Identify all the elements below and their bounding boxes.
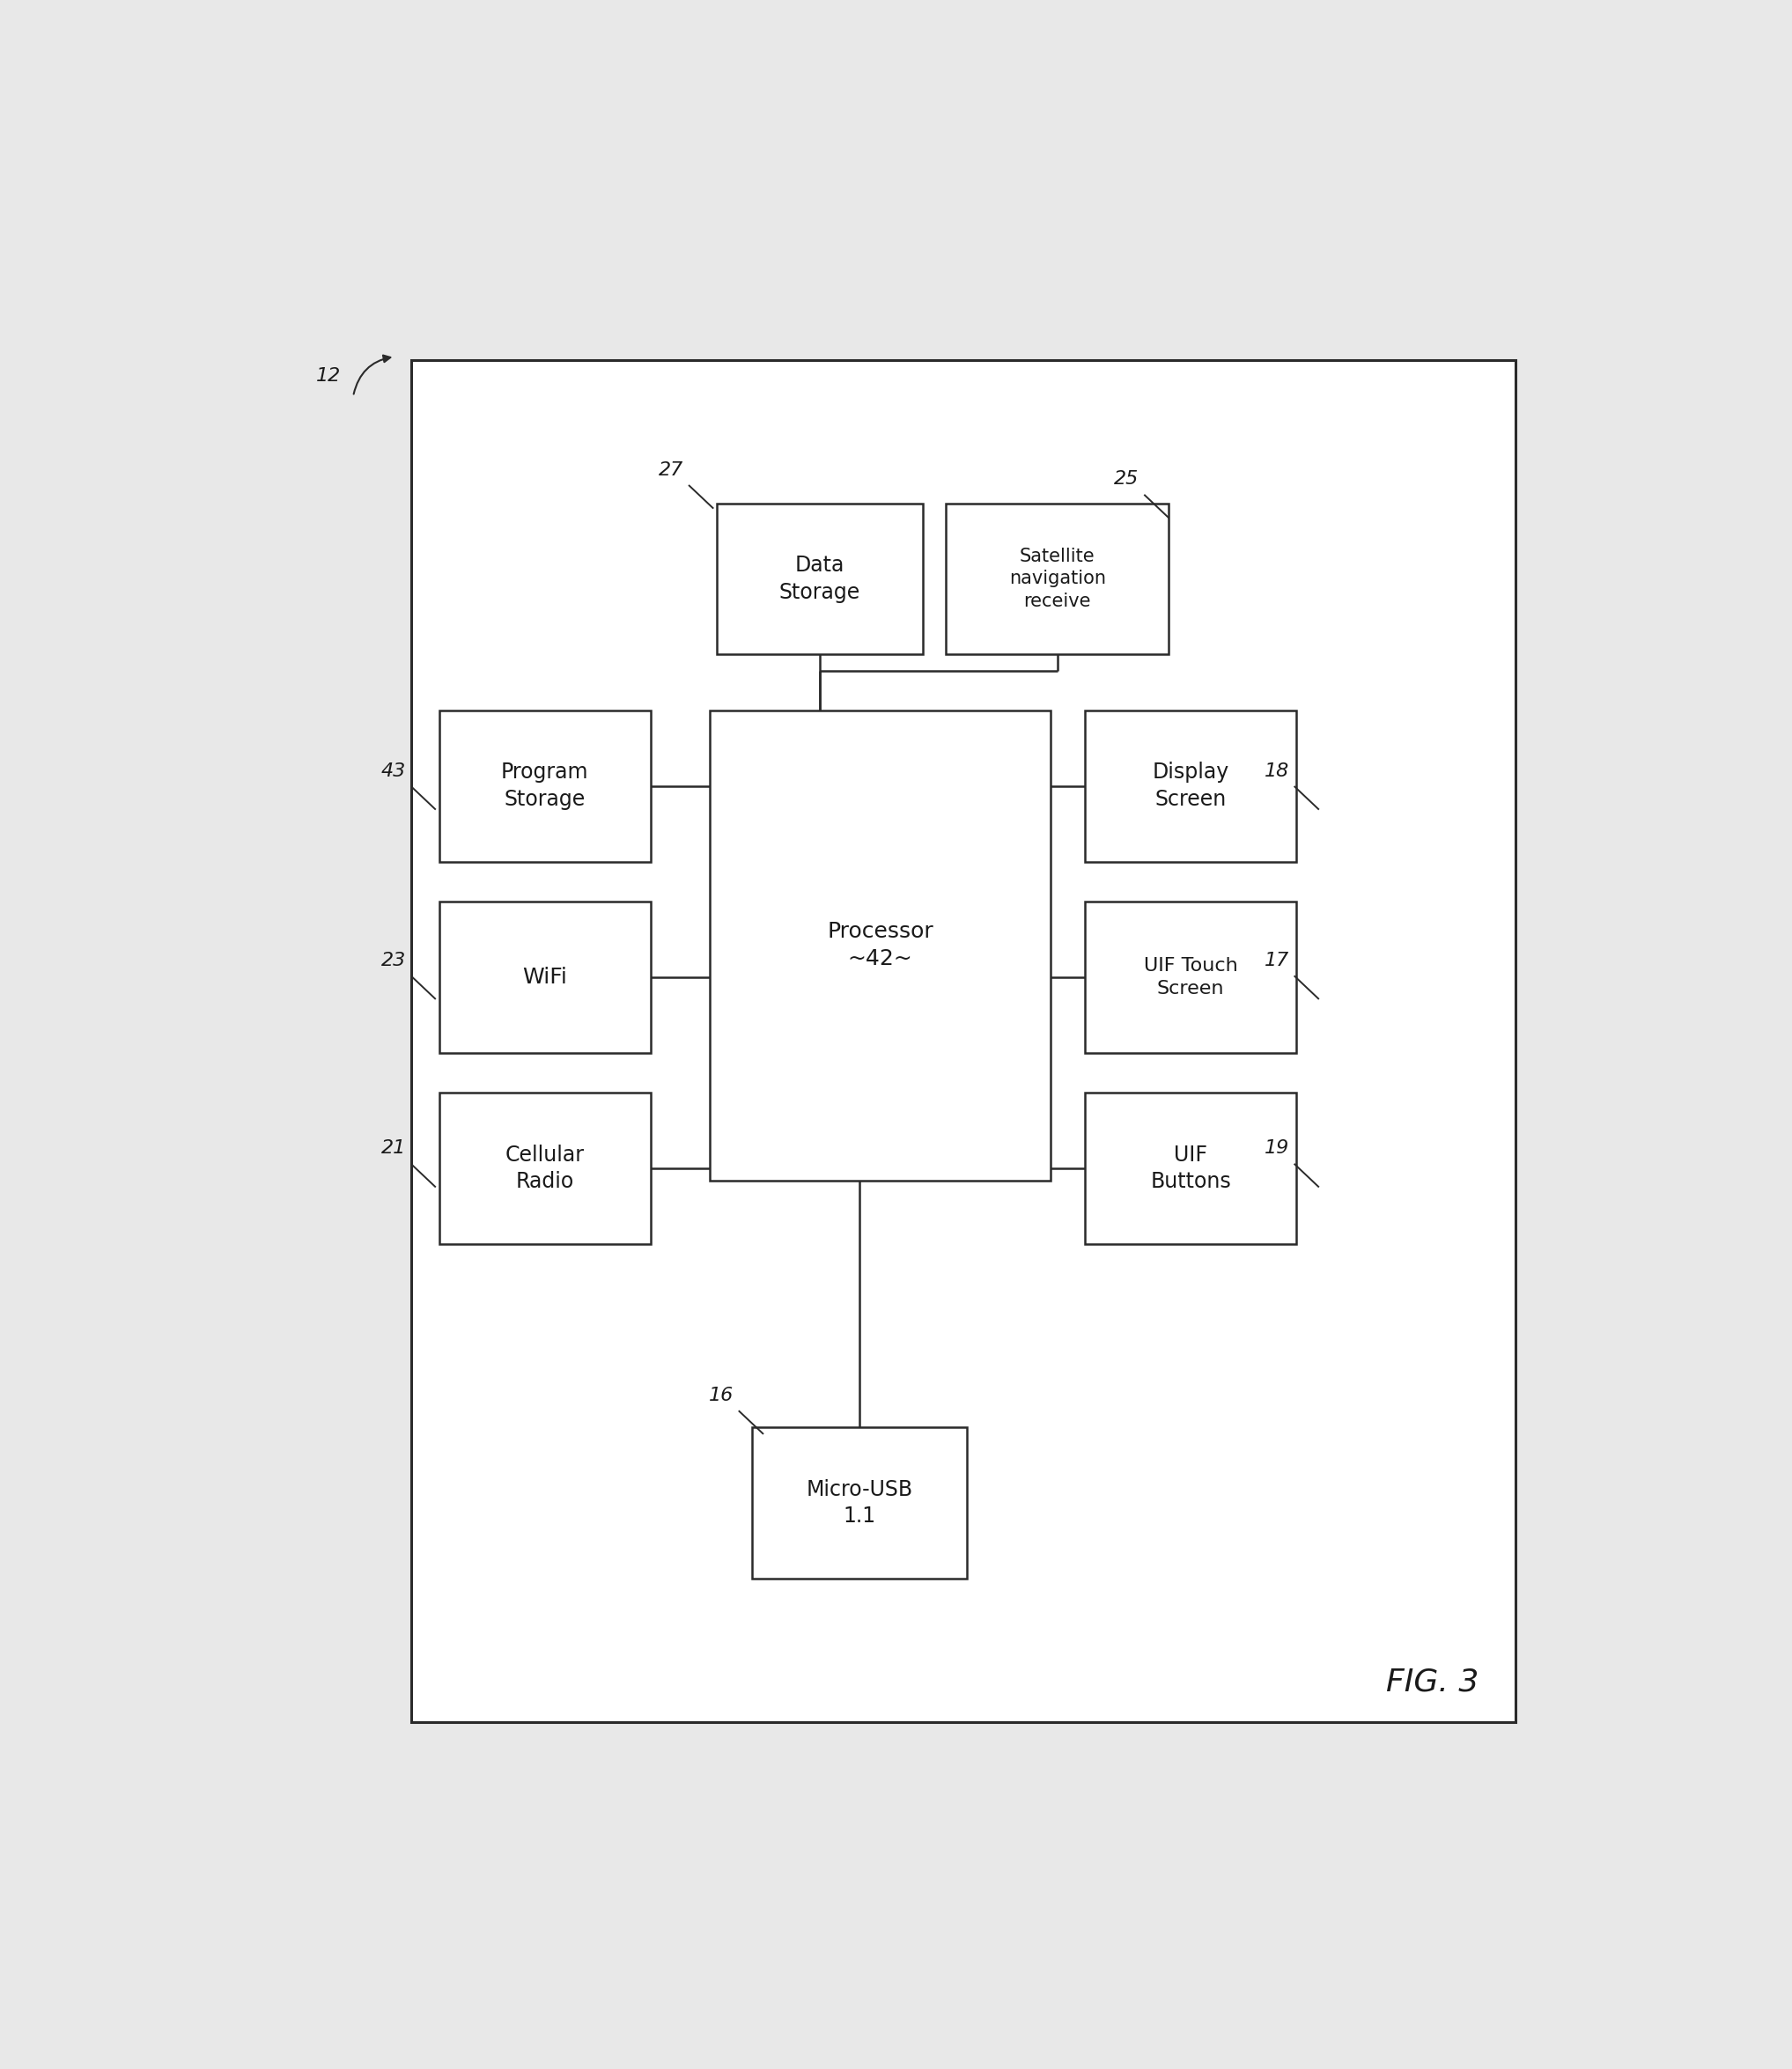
Bar: [946, 503, 1168, 654]
Text: 16: 16: [710, 1386, 733, 1405]
FancyArrowPatch shape: [353, 356, 391, 393]
Bar: [1086, 902, 1296, 1053]
Text: Cellular
Radio: Cellular Radio: [505, 1144, 584, 1192]
Text: 18: 18: [1265, 761, 1288, 780]
Text: UIF Touch
Screen: UIF Touch Screen: [1143, 958, 1238, 997]
Bar: [412, 360, 1516, 1721]
Text: Display
Screen: Display Screen: [1152, 761, 1229, 811]
Bar: [1086, 710, 1296, 861]
Bar: [1086, 1092, 1296, 1243]
Text: FIG. 3: FIG. 3: [1385, 1668, 1478, 1697]
Bar: [717, 503, 923, 654]
Text: 43: 43: [382, 761, 405, 780]
Text: 19: 19: [1265, 1140, 1288, 1157]
Text: 17: 17: [1265, 952, 1288, 968]
Bar: [439, 902, 650, 1053]
Bar: [710, 710, 1050, 1179]
Text: UIF
Buttons: UIF Buttons: [1150, 1144, 1231, 1192]
Bar: [439, 710, 650, 861]
Text: 25: 25: [1115, 470, 1140, 488]
Text: Data
Storage: Data Storage: [780, 554, 860, 602]
Bar: [753, 1428, 968, 1579]
Text: 21: 21: [382, 1140, 405, 1157]
Text: WiFi: WiFi: [523, 966, 568, 987]
Text: 12: 12: [315, 366, 340, 385]
Text: 27: 27: [659, 461, 683, 478]
Bar: [439, 1092, 650, 1243]
Text: Program
Storage: Program Storage: [502, 761, 588, 811]
Text: Processor
~42~: Processor ~42~: [828, 921, 934, 970]
Text: Satellite
navigation
receive: Satellite navigation receive: [1009, 548, 1106, 610]
Text: Micro-USB
1.1: Micro-USB 1.1: [806, 1479, 912, 1527]
Text: 23: 23: [382, 952, 405, 968]
